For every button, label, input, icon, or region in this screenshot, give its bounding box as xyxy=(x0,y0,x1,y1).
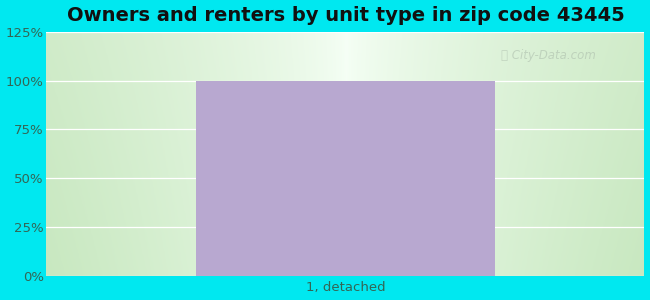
Bar xyxy=(196,80,495,276)
Text: ⦾ City-Data.com: ⦾ City-Data.com xyxy=(501,49,596,62)
Title: Owners and renters by unit type in zip code 43445: Owners and renters by unit type in zip c… xyxy=(66,6,625,25)
